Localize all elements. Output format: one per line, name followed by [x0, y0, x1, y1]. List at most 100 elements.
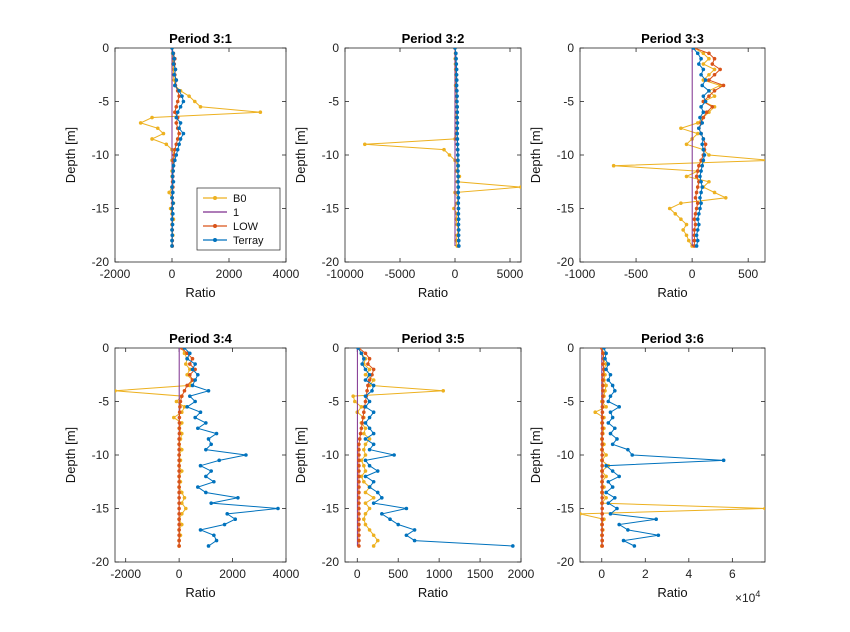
data-point-terray — [367, 415, 372, 420]
data-point-low — [177, 447, 181, 452]
data-point-b0 — [164, 142, 169, 147]
data-point-terray — [170, 233, 175, 238]
data-point-terray — [699, 72, 703, 77]
data-point-terray — [456, 201, 461, 205]
data-point-terray — [455, 89, 459, 93]
x-tick-label: 0 — [452, 267, 459, 281]
data-point-low — [363, 399, 368, 404]
data-point-terray — [174, 153, 179, 157]
data-point-terray — [697, 212, 701, 216]
data-point-b0 — [707, 56, 711, 61]
x-tick-label: 0 — [169, 267, 176, 281]
data-point-low — [600, 442, 604, 447]
data-point-terray — [170, 222, 175, 227]
data-point-terray — [196, 426, 200, 431]
data-point-terray — [185, 356, 189, 361]
data-point-low — [712, 56, 717, 61]
data-point-terray — [610, 469, 615, 473]
data-point-b0 — [363, 142, 367, 147]
data-point-b0 — [371, 544, 376, 548]
data-point-b0 — [695, 131, 700, 136]
data-point-terray — [206, 544, 211, 548]
y-tick-label: -10 — [92, 148, 110, 162]
data-point-terray — [691, 48, 696, 50]
data-point-low — [357, 453, 361, 457]
data-point-terray — [610, 485, 615, 489]
subplot-3: -1000 -500 0 500 0 -5 -10 -15 -20 Period 3:3 Ratio… — [528, 31, 766, 300]
data-point-low — [600, 517, 604, 521]
data-point-low — [693, 222, 698, 227]
data-point-terray — [456, 212, 461, 216]
x-axis-label: Ratio — [418, 585, 448, 600]
data-point-terray — [617, 522, 621, 527]
data-point-terray — [455, 94, 459, 98]
data-point-terray — [699, 179, 703, 184]
y-tick-label: -20 — [92, 255, 110, 269]
data-point-low — [710, 105, 715, 109]
data-point-low — [693, 196, 698, 200]
data-point-terray — [603, 356, 607, 361]
data-point-b0 — [371, 533, 376, 538]
data-point-low — [185, 383, 189, 388]
data-point-low — [703, 142, 708, 147]
y-tick-label: -15 — [92, 502, 110, 516]
data-point-low — [357, 496, 361, 500]
y-tick-label: -5 — [328, 395, 339, 409]
data-point-low — [177, 479, 181, 484]
data-point-terray — [698, 206, 702, 211]
x-tick-label: 2000 — [219, 567, 246, 581]
data-point-b0 — [580, 512, 582, 516]
y-tick-label: -5 — [98, 395, 109, 409]
data-point-terray — [170, 244, 174, 248]
data-point-low — [695, 185, 700, 189]
data-point-b0 — [667, 206, 672, 211]
subplot-4: -2000 0 2000 4000 0 -5 -10 -15 -20 Period 3:4 Rati… — [63, 331, 300, 600]
data-point-terray — [455, 99, 459, 104]
data-point-terray — [608, 431, 613, 436]
data-point-terray — [370, 389, 374, 393]
data-point-b0 — [363, 372, 368, 377]
data-point-b0 — [367, 367, 372, 372]
data-point-b0 — [184, 362, 188, 366]
data-point-terray — [170, 238, 174, 243]
data-point-low — [600, 426, 605, 431]
data-point-low — [366, 362, 370, 366]
data-point-terray — [456, 196, 461, 200]
data-point-low — [357, 479, 361, 484]
data-point-low — [357, 437, 362, 441]
data-point-low — [177, 437, 181, 441]
legend-label: Terray — [233, 235, 264, 247]
data-point-terray — [455, 137, 460, 141]
data-point-terray — [701, 67, 706, 72]
data-point-low — [357, 442, 361, 447]
x-tick-label: -2000 — [110, 567, 141, 581]
data-point-terray — [455, 147, 460, 152]
data-point-low — [600, 431, 604, 436]
data-point-b0 — [712, 190, 717, 195]
data-point-terray — [367, 485, 372, 489]
data-point-terray — [695, 217, 700, 221]
data-point-terray — [170, 185, 174, 189]
data-point-b0 — [362, 479, 366, 484]
y-tick-label: 0 — [332, 41, 339, 55]
data-point-terray — [456, 174, 460, 179]
data-point-terray — [701, 110, 706, 114]
data-point-low — [357, 544, 361, 548]
x-exponent-power: 4 — [755, 589, 760, 599]
data-point-terray — [456, 163, 460, 168]
data-point-b0 — [371, 496, 376, 500]
data-point-terray — [185, 405, 189, 409]
data-point-low — [177, 517, 181, 521]
x-tick-label: 0 — [176, 567, 183, 581]
data-point-low — [177, 533, 181, 538]
subplot-1: -2000 0 2000 4000 0 -5 -10 -15 -20 Period 3:1 Rati… — [63, 31, 300, 300]
data-point-low — [600, 528, 604, 532]
data-point-b0 — [684, 174, 689, 179]
data-point-b0 — [712, 67, 717, 72]
data-point-terray — [172, 56, 177, 61]
data-point-terray — [359, 351, 364, 356]
data-point-terray — [617, 474, 621, 479]
data-point-terray — [171, 163, 176, 168]
data-point-b0 — [115, 389, 117, 393]
data-point-low — [600, 415, 605, 420]
